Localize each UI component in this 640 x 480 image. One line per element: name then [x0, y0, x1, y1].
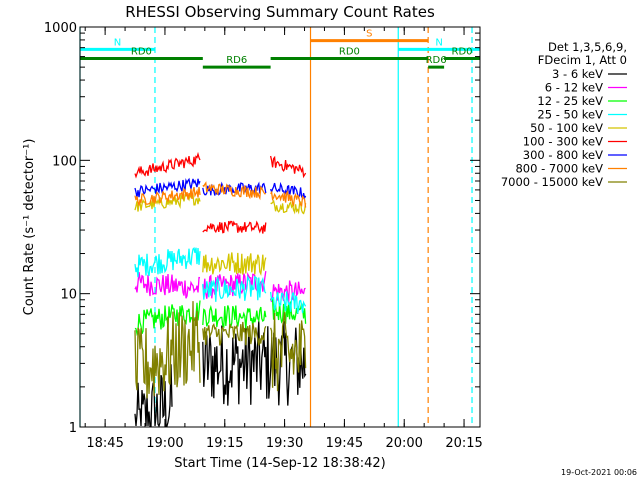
x-tick-label: 20:15 — [445, 436, 482, 451]
series-line — [202, 274, 267, 302]
y-axis-label: Count Rate (s⁻¹ detector⁻¹) — [22, 139, 37, 316]
plot-area: N N S RD0 RD0 RD0 RD6 RD6 — [79, 27, 480, 428]
legend-entry-label: 300 - 800 keV — [523, 148, 603, 162]
legend-header-line-2: FDecim 1, Att 0 — [538, 53, 627, 67]
legend-entry-label: 7000 - 15000 keV — [501, 175, 603, 189]
x-axis-label: Start Time (14-Sep-12 18:38:42) — [174, 456, 385, 471]
series-line — [269, 312, 307, 392]
series-line — [134, 192, 201, 212]
legend-entry-label: 100 - 300 keV — [523, 135, 603, 149]
series-line — [269, 181, 307, 201]
flag-label: S — [366, 29, 372, 40]
legend: Det 1,3,5,6,9, FDecim 1, Att 0 3 - 6 keV… — [501, 40, 627, 189]
flag-label: RD6 — [226, 55, 247, 66]
series-line — [134, 177, 201, 198]
y-tick-label: 1 — [69, 421, 77, 436]
series-line — [202, 304, 267, 330]
x-tick-label: 19:15 — [206, 436, 243, 451]
series-3-6-kev — [134, 320, 307, 428]
flag-label: RD0 — [339, 47, 360, 58]
series-line — [269, 291, 307, 314]
series-line — [134, 246, 201, 278]
flag-label: N — [114, 37, 121, 48]
plot-frame — [79, 26, 481, 428]
x-tick-label: 20:00 — [385, 436, 422, 451]
legend-entry-label: 6 - 12 keV — [545, 81, 603, 95]
series-7000-15000-kev — [134, 301, 307, 399]
flag-label: RD6 — [426, 55, 447, 66]
series-line — [270, 190, 307, 208]
series-line — [269, 155, 307, 179]
legend-entry-label: 25 - 50 keV — [537, 108, 603, 122]
series-line — [270, 298, 307, 324]
series-line — [202, 271, 267, 299]
series-line — [134, 301, 201, 399]
series-line — [202, 321, 267, 346]
series-line — [134, 186, 201, 206]
y-tick-label: 100 — [52, 154, 77, 169]
series-line — [202, 181, 266, 201]
series-line — [202, 220, 267, 234]
series-100-300-kev — [134, 151, 307, 234]
flag-label: RD0 — [131, 47, 152, 58]
chart-title: RHESSI Observing Summary Count Rates — [125, 3, 435, 21]
generated-timestamp: 19-Oct-2021 00:06 — [561, 468, 637, 477]
series-line — [134, 151, 201, 179]
x-tick-label: 18:45 — [86, 436, 123, 451]
series-line — [134, 272, 201, 299]
x-tick-label: 19:30 — [266, 436, 303, 451]
x-tick-label: 19:45 — [326, 436, 363, 451]
legend-entry-label: 800 - 7000 keV — [515, 162, 603, 176]
y-tick-label: 1000 — [44, 21, 77, 36]
legend-entry-label: 12 - 25 keV — [537, 94, 603, 108]
series-25-50-kev — [134, 246, 307, 314]
legend-entry-label: 50 - 100 keV — [530, 121, 603, 135]
legend-entry-label: 3 - 6 keV — [552, 67, 603, 81]
flag-label: RD0 — [452, 47, 473, 58]
x-tick-label: 19:00 — [146, 436, 183, 451]
y-tick-label: 10 — [60, 288, 77, 303]
flag-label: N — [435, 37, 442, 48]
legend-header-line-1: Det 1,3,5,6,9, — [548, 40, 627, 54]
series-line — [202, 320, 307, 406]
series-800-7000-kev — [134, 181, 307, 208]
axes: 1 10 100 1000 18:45 19:00 19:15 19:30 19:45 20:00… — [44, 21, 483, 451]
series-line — [202, 252, 267, 277]
